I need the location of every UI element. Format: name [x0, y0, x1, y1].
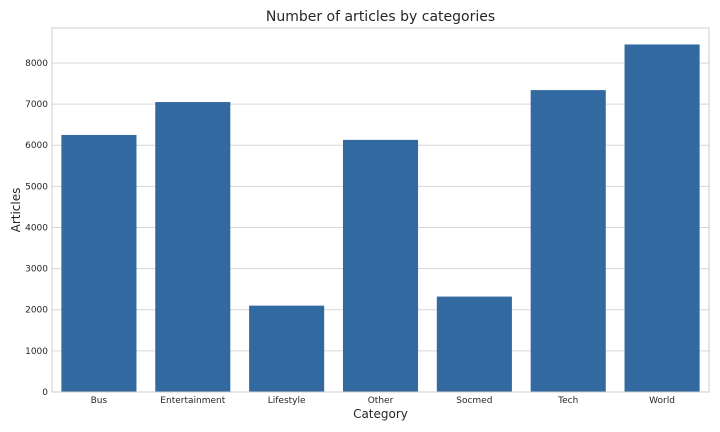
bar-other — [342, 139, 419, 392]
y-tick-label: 5000 — [25, 182, 48, 192]
x-tick-label: Bus — [91, 396, 108, 406]
y-tick-label: 3000 — [25, 265, 48, 275]
x-tick-labels: Bus Entertainment Lifestyle Other Socmed Tech… — [91, 396, 675, 406]
y-axis-label: Articles — [9, 188, 23, 233]
y-tick-labels: 0 1000 2000 3000 4000 5000 6000 7000 8000 — [25, 59, 48, 398]
x-tick-label: Socmed — [456, 396, 492, 406]
x-tick-label: Entertainment — [160, 396, 225, 406]
bar-bus — [61, 134, 137, 392]
bar-tech — [530, 90, 606, 393]
y-tick-label: 6000 — [25, 141, 48, 151]
y-tick-label: 7000 — [25, 100, 48, 110]
bar-world — [624, 44, 700, 393]
x-axis-label: Category — [353, 407, 408, 421]
y-tick-label: 2000 — [25, 306, 48, 316]
x-tick-label: Other — [368, 396, 394, 406]
x-tick-label: Tech — [557, 396, 578, 406]
y-tick-label: 1000 — [25, 347, 48, 357]
bar-lifestyle — [249, 305, 325, 392]
plot-frame — [51, 27, 710, 393]
bars — [61, 44, 700, 393]
bar-entertainment — [155, 102, 231, 392]
y-tick-label: 4000 — [25, 223, 48, 233]
x-tick-label: Lifestyle — [268, 396, 306, 406]
bar-socmed — [436, 296, 512, 392]
x-tick-label: World — [649, 396, 675, 406]
chart-title: Number of articles by categories — [266, 9, 495, 25]
y-tick-label: 8000 — [25, 59, 48, 69]
y-tick-label: 0 — [42, 388, 48, 398]
